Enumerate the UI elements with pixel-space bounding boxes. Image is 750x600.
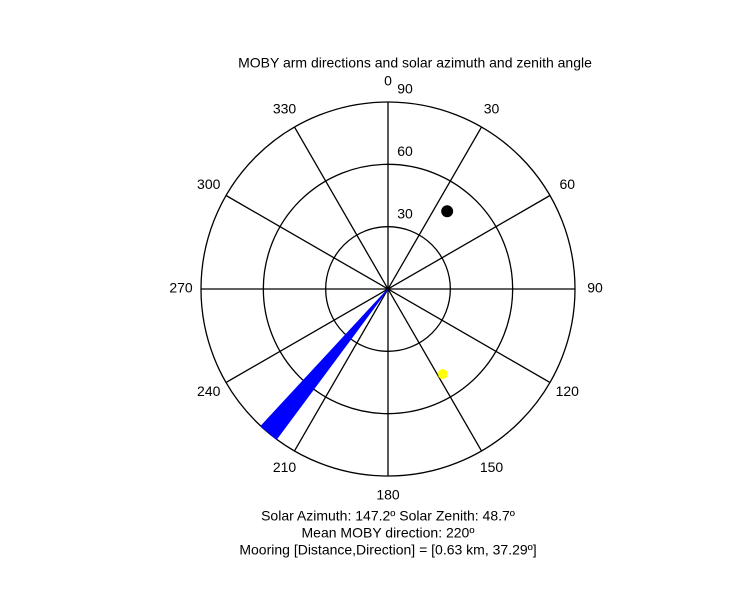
theta-tick-label: 210 (273, 459, 297, 475)
annotation: Solar Azimuth: 147.2º Solar Zenith: 48.7… (261, 508, 515, 524)
theta-tick-label: 180 (376, 487, 400, 503)
ring (325, 226, 451, 352)
annotation: Mooring [Distance,Direction] = [0.63 km,… (239, 542, 536, 558)
ring (262, 163, 514, 415)
theta-tick-label: 120 (556, 383, 580, 399)
theta-tick-label: 30 (484, 100, 500, 116)
theta-tick-label: 0 (384, 73, 392, 89)
theta-tick-label: 240 (197, 383, 221, 399)
r-tick-label: 90 (397, 81, 413, 97)
sun-star (437, 369, 448, 380)
theta-tick-label: 330 (273, 100, 297, 116)
r-tick-label: 30 (397, 205, 413, 221)
mooring-dot (441, 205, 454, 218)
r-tick-label: 60 (397, 143, 413, 159)
theta-tick-label: 300 (197, 176, 221, 192)
annotation: Mean MOBY direction: 220º (302, 525, 475, 541)
theta-tick-label: 270 (169, 280, 193, 296)
moby-arm-wedge (260, 288, 389, 440)
ring (200, 101, 576, 477)
chart-title: MOBY arm directions and solar azimuth an… (238, 55, 592, 71)
theta-tick-label: 90 (587, 280, 603, 296)
theta-tick-label: 60 (559, 176, 575, 192)
theta-tick-label: 150 (480, 459, 504, 475)
